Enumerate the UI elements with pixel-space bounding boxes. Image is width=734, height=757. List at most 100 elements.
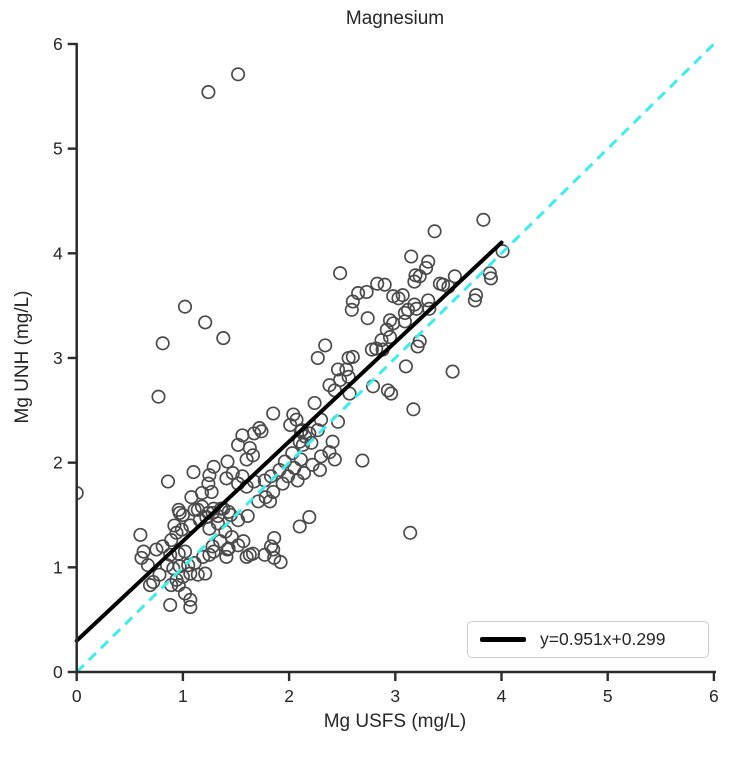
- scatter-point: [275, 476, 290, 491]
- scatter-point: [267, 530, 282, 546]
- scatter-point: [447, 269, 462, 284]
- regression-line: [74, 240, 504, 643]
- scatter-point: [240, 508, 255, 524]
- scatter-point: [310, 350, 325, 366]
- scatter-point: [325, 434, 340, 449]
- scatter-point: [283, 417, 298, 433]
- scatter-point: [163, 547, 178, 562]
- scatter-point: [427, 224, 442, 239]
- scatter-point: [330, 362, 346, 377]
- scatter-point: [432, 276, 447, 291]
- scatter-point: [204, 484, 219, 500]
- scatter-point: [198, 315, 213, 330]
- scatter-point: [219, 471, 234, 486]
- scatter-point: [167, 518, 182, 533]
- y-tick-label: 6: [53, 34, 63, 54]
- scatter-point: [242, 547, 257, 562]
- scatter-point: [384, 386, 399, 401]
- scatter-point: [201, 476, 216, 491]
- scatter-point: [355, 453, 370, 468]
- scatter-point: [313, 449, 329, 464]
- scatter-point: [262, 494, 278, 509]
- scatter-point: [339, 362, 354, 377]
- scatter-point: [408, 268, 423, 283]
- scatter-point: [312, 462, 327, 478]
- scatter-point: [410, 339, 425, 354]
- scatter-point: [202, 468, 217, 483]
- scatter-point: [382, 330, 398, 345]
- scatter-point: [266, 484, 281, 500]
- scatter-point: [360, 311, 375, 326]
- y-tick-label: 2: [53, 453, 63, 473]
- scatter-point: [307, 395, 322, 411]
- scatter-point: [327, 452, 342, 467]
- scatter-point: [198, 566, 213, 581]
- scatter-point: [201, 85, 216, 100]
- scatter-point: [391, 291, 406, 306]
- scatter-point: [183, 600, 198, 615]
- scatter-point: [181, 558, 196, 573]
- scatter-point: [482, 266, 497, 281]
- scatter-point: [468, 288, 484, 303]
- scatter-point: [160, 474, 176, 489]
- scatter-point: [231, 67, 246, 82]
- legend-line-swatch: [480, 637, 526, 642]
- y-tick-label: 1: [53, 557, 63, 577]
- scatter-point: [171, 502, 186, 517]
- scatter-point: [133, 527, 148, 542]
- scatter-point: [302, 510, 317, 525]
- scatter-point: [216, 331, 231, 346]
- x-tick-label: 4: [497, 686, 507, 706]
- scatter-point: [293, 424, 308, 439]
- y-tick-label: 5: [53, 139, 63, 159]
- scatter-point: [183, 566, 198, 581]
- scatter-point: [398, 359, 413, 374]
- scatter-point: [318, 338, 333, 353]
- scatter-point: [219, 549, 234, 564]
- scatter-point: [403, 525, 418, 540]
- scatter-point: [302, 426, 317, 441]
- scatter-point: [206, 544, 221, 559]
- scatter-point: [341, 369, 356, 384]
- scatter-points: [77, 67, 510, 615]
- scatter-point: [263, 539, 279, 554]
- scatter-point: [220, 454, 235, 469]
- scatter-point: [364, 342, 379, 357]
- scatter-point: [273, 555, 288, 570]
- x-tick-label: 5: [603, 686, 613, 706]
- scatter-point: [445, 364, 460, 379]
- scatter-point: [370, 276, 385, 291]
- scatter-point: [206, 459, 221, 474]
- scatter-point: [213, 534, 228, 549]
- y-tick-label: 3: [53, 348, 63, 368]
- scatter-point: [397, 314, 412, 329]
- x-tick-label: 6: [709, 686, 719, 706]
- scatter-point: [251, 494, 266, 509]
- scatter-point: [409, 301, 424, 316]
- scatter-point: [186, 465, 201, 480]
- scatter-point: [406, 402, 421, 417]
- scatter-point: [404, 249, 419, 264]
- legend-label: y=0.951x+0.299: [540, 629, 666, 649]
- scatter-point: [421, 293, 436, 308]
- scatter-point: [155, 539, 170, 554]
- scatter-point: [151, 389, 166, 404]
- scatter-point: [344, 302, 359, 317]
- legend: y=0.951x+0.299: [467, 621, 709, 658]
- x-tick-label: 0: [72, 686, 82, 706]
- scatter-point: [236, 534, 251, 549]
- scatter-point: [163, 597, 178, 613]
- scatter-point: [177, 299, 193, 314]
- scatter-point: [194, 485, 210, 501]
- scatter-point: [254, 424, 269, 439]
- scatter-point: [247, 426, 262, 441]
- x-axis-label: Mg USFS (mg/L): [323, 711, 467, 732]
- x-tick-label: 1: [178, 686, 188, 706]
- chart-title: Magnesium: [345, 8, 445, 29]
- scatter-point: [377, 277, 392, 292]
- scatter-point: [174, 522, 189, 537]
- scatter-point: [221, 541, 236, 556]
- scatter-point: [380, 383, 395, 398]
- scatter-point: [220, 542, 235, 557]
- x-tick-label: 2: [284, 686, 294, 706]
